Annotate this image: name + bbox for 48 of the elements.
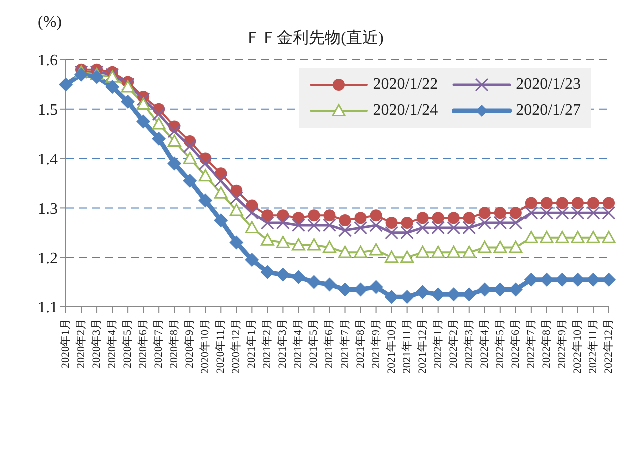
x-tick-label: 2022年2月 — [448, 319, 460, 368]
x-tick-label: 2020年7月 — [153, 319, 166, 368]
x-tick-label: 2022年7月 — [525, 319, 538, 368]
x-tick-label: 2021年7月 — [339, 319, 352, 368]
x-tick-label: 2020年10月 — [200, 319, 212, 374]
y-tick-label: 1.1 — [38, 300, 58, 317]
x-tick-label: 2021年9月 — [370, 319, 382, 368]
x-tick-label: 2022年5月 — [494, 319, 506, 368]
x-tick-label: 2021年12月 — [416, 319, 429, 374]
legend-label: 2020/1/27 — [516, 102, 581, 120]
x-tick-label: 2020年5月 — [122, 319, 134, 368]
x-tick-label: 2022年8月 — [540, 319, 553, 368]
x-tick-label: 2020年2月 — [76, 319, 88, 368]
x-tick-label: 2021年1月 — [246, 319, 258, 368]
legend-label: 2020/1/24 — [373, 102, 438, 120]
x-tick-label: 2022年3月 — [463, 319, 476, 368]
x-tick-label: 2020年1月 — [60, 319, 72, 368]
x-tick-label: 2021年5月 — [308, 319, 320, 368]
x-tick-label: 2021年3月 — [277, 319, 290, 368]
x-tick-label: 2022年6月 — [510, 319, 522, 368]
y-tick-label: 1.5 — [38, 102, 58, 120]
x-tick-label: 2020年11月 — [215, 319, 228, 374]
y-tick-label: 1.2 — [38, 250, 58, 268]
legend-label: 2020/1/22 — [373, 76, 438, 94]
x-tick-label: 2021年2月 — [262, 319, 274, 368]
x-tick-label: 2022年4月 — [478, 319, 491, 368]
x-tick-label: 2022年11月 — [587, 319, 600, 374]
x-tick-label: 2020年8月 — [168, 319, 181, 368]
x-tick-label: 2021年11月 — [401, 319, 414, 374]
x-tick-label: 2022年9月 — [556, 319, 568, 368]
x-tick-label: 2020年9月 — [184, 319, 196, 368]
x-tick-label: 2020年4月 — [106, 319, 119, 368]
x-tick-label: 2022年12月 — [603, 319, 615, 374]
chart-title: ＦＦ金利先物(直近) — [245, 30, 384, 47]
x-tick-label: 2020年6月 — [138, 319, 150, 368]
x-tick-label: 2022年10月 — [572, 319, 584, 374]
y-axis-title: (%) — [38, 14, 62, 32]
y-tick-label: 1.6 — [38, 52, 58, 70]
legend-label: 2020/1/23 — [516, 76, 581, 94]
x-tick-label: 2021年6月 — [324, 319, 336, 368]
x-tick-label: 2021年8月 — [354, 319, 367, 368]
y-tick-label: 1.3 — [38, 200, 58, 218]
x-tick-label: 2020年12月 — [230, 319, 243, 374]
x-tick-label: 2021年4月 — [292, 319, 305, 368]
x-tick-label: 2021年10月 — [386, 319, 398, 374]
y-tick-label: 1.4 — [38, 151, 58, 168]
x-tick-label: 2020年3月 — [91, 319, 104, 368]
x-tick-label: 2022年1月 — [432, 319, 444, 368]
